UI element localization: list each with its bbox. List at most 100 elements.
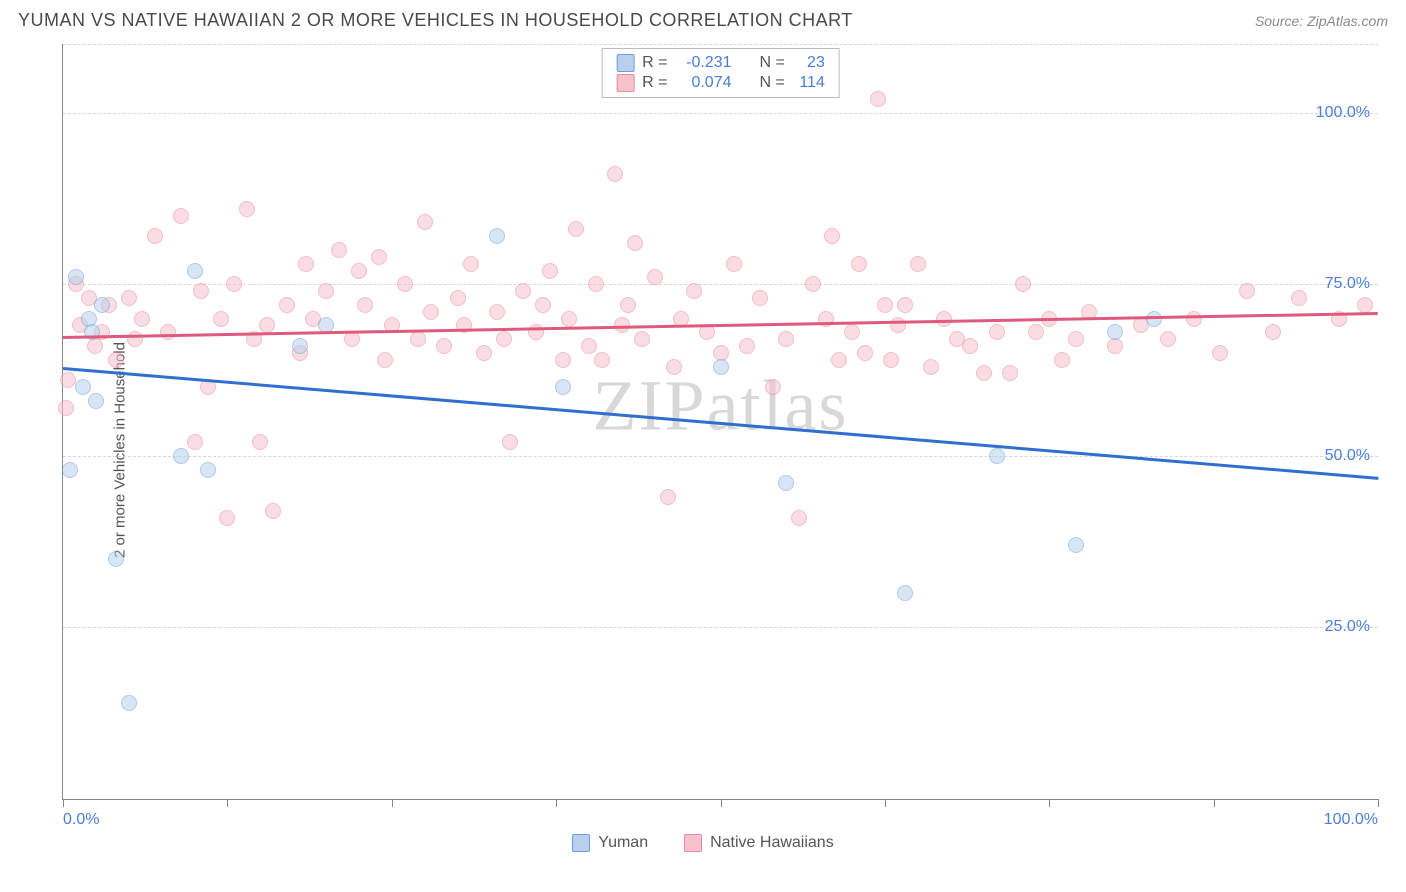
point-hawaiian [121,290,137,306]
point-yuman [187,263,203,279]
bottom-legend: Yuman Native Hawaiians [18,834,1388,852]
point-yuman [292,338,308,354]
point-yuman [88,393,104,409]
point-yuman [778,475,794,491]
chart-title: YUMAN VS NATIVE HAWAIIAN 2 OR MORE VEHIC… [18,10,853,31]
point-hawaiian [239,201,255,217]
point-hawaiian [561,311,577,327]
point-hawaiian [962,338,978,354]
point-hawaiian [594,352,610,368]
xtick [1378,799,1379,807]
point-hawaiian [265,503,281,519]
legend-item-yuman: Yuman [572,834,648,852]
point-hawaiian [883,352,899,368]
point-yuman [121,695,137,711]
point-yuman [68,269,84,285]
point-hawaiian [1239,283,1255,299]
point-hawaiian [976,365,992,381]
point-hawaiian [581,338,597,354]
gridline-h [63,44,1378,45]
point-hawaiian [496,331,512,347]
point-hawaiian [436,338,452,354]
point-hawaiian [410,331,426,347]
point-hawaiian [542,263,558,279]
point-hawaiian [607,166,623,182]
xtick [392,799,393,807]
ytick-label: 25.0% [1325,618,1370,636]
stats-legend: R = -0.231 N = 23 R = 0.074 N = 114 [601,48,840,98]
point-hawaiian [877,297,893,313]
point-hawaiian [666,359,682,375]
swatch-hawaiian [616,74,634,92]
point-hawaiian [489,304,505,320]
point-hawaiian [923,359,939,375]
point-hawaiian [1068,331,1084,347]
point-hawaiian [857,345,873,361]
n-value-hawaiian: 114 [793,74,825,92]
point-hawaiian [1160,331,1176,347]
point-yuman [713,359,729,375]
point-hawaiian [831,352,847,368]
point-hawaiian [851,256,867,272]
xtick-label: 100.0% [1324,811,1378,829]
point-hawaiian [647,269,663,285]
point-hawaiian [752,290,768,306]
point-hawaiian [989,324,1005,340]
point-yuman [989,448,1005,464]
xtick [227,799,228,807]
point-hawaiian [318,283,334,299]
point-hawaiian [193,283,209,299]
point-hawaiian [259,317,275,333]
ytick-label: 50.0% [1325,447,1370,465]
regression-line-yuman [63,367,1378,479]
point-hawaiian [58,400,74,416]
point-yuman [555,379,571,395]
point-hawaiian [187,434,203,450]
point-hawaiian [1291,290,1307,306]
point-hawaiian [476,345,492,361]
point-hawaiian [910,256,926,272]
point-yuman [489,228,505,244]
xtick [556,799,557,807]
point-hawaiian [620,297,636,313]
point-hawaiian [134,311,150,327]
point-hawaiian [1028,324,1044,340]
point-hawaiian [351,263,367,279]
point-hawaiian [535,297,551,313]
point-hawaiian [108,352,124,368]
watermark: ZIPatlas [593,365,849,448]
point-hawaiian [844,324,860,340]
point-hawaiian [791,510,807,526]
point-hawaiian [344,331,360,347]
xtick-label: 0.0% [63,811,99,829]
xtick [1049,799,1050,807]
point-hawaiian [127,331,143,347]
point-hawaiian [778,331,794,347]
point-yuman [200,462,216,478]
point-hawaiian [936,311,952,327]
point-hawaiian [1107,338,1123,354]
point-hawaiian [765,379,781,395]
stats-row-yuman: R = -0.231 N = 23 [616,53,825,73]
point-hawaiian [1357,297,1373,313]
point-hawaiian [634,331,650,347]
n-label: N = [760,74,785,92]
ytick-label: 75.0% [1325,275,1370,293]
point-hawaiian [213,311,229,327]
point-hawaiian [1212,345,1228,361]
point-hawaiian [423,304,439,320]
point-yuman [1068,537,1084,553]
stats-row-hawaiian: R = 0.074 N = 114 [616,73,825,93]
r-value-yuman: -0.231 [676,54,732,72]
point-hawaiian [870,91,886,107]
point-hawaiian [87,338,103,354]
point-hawaiian [331,242,347,258]
ytick-label: 100.0% [1316,104,1370,122]
point-hawaiian [555,352,571,368]
xtick [63,799,64,807]
chart-container: 2 or more Vehicles in Household ZIPatlas… [18,44,1388,856]
legend-item-hawaiian: Native Hawaiians [684,834,834,852]
point-hawaiian [357,297,373,313]
point-hawaiian [450,290,466,306]
xtick [721,799,722,807]
